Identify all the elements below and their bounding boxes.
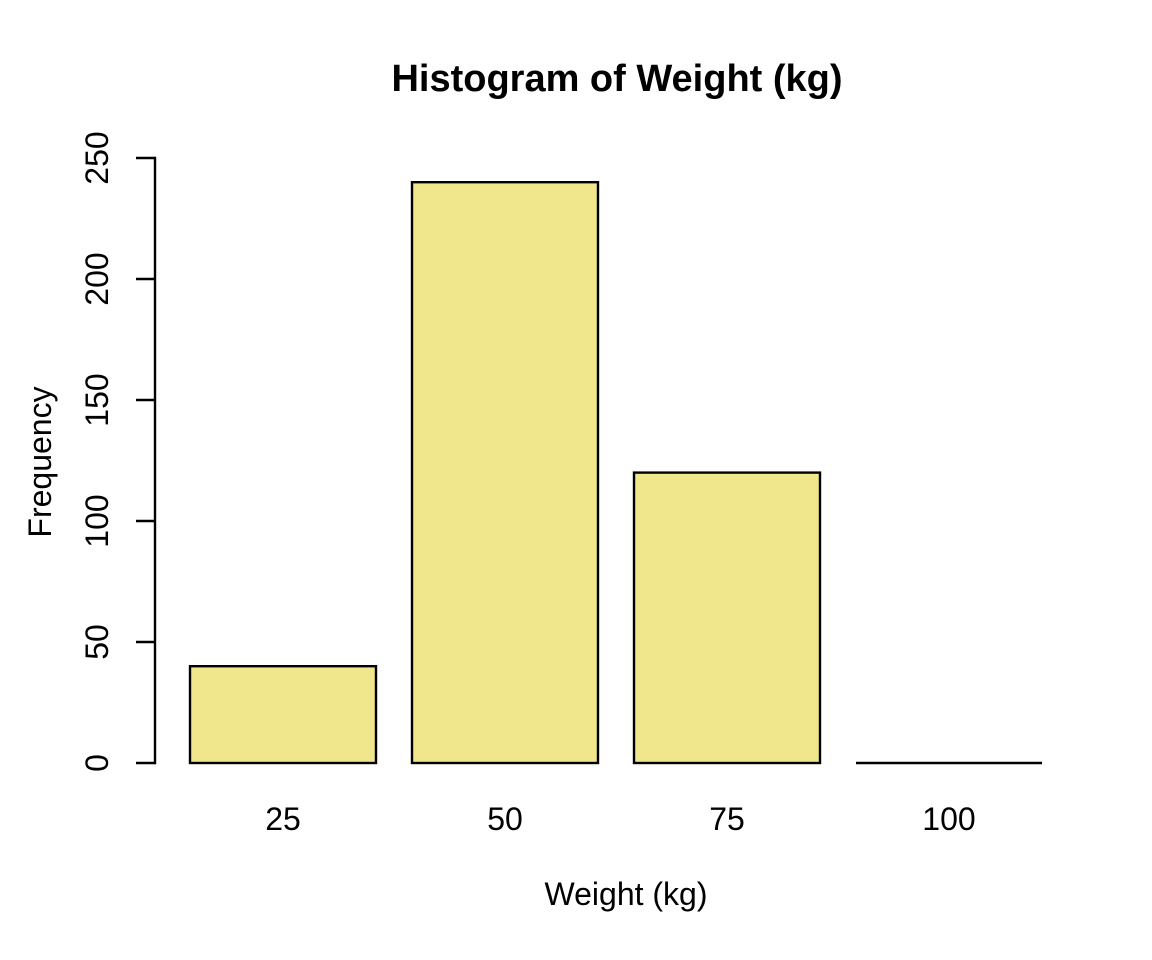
x-tick-label: 100 bbox=[922, 801, 975, 837]
bar bbox=[188, 665, 378, 765]
y-tick-label: 200 bbox=[79, 252, 115, 305]
y-axis: 0 50 100 150 200 250 bbox=[79, 131, 157, 772]
y-axis-label: Frequency bbox=[22, 386, 58, 537]
x-axis-label: Weight (kg) bbox=[544, 876, 707, 912]
y-tick-label: 0 bbox=[79, 754, 115, 772]
x-tick-label: 75 bbox=[709, 801, 745, 837]
x-tick-labels: 25 50 75 100 bbox=[265, 801, 975, 837]
y-tick-label: 50 bbox=[79, 624, 115, 660]
x-tick-label: 50 bbox=[487, 801, 523, 837]
y-tick-label: 150 bbox=[79, 373, 115, 426]
y-tick-label: 250 bbox=[79, 131, 115, 184]
chart-title: Histogram of Weight (kg) bbox=[391, 58, 842, 100]
y-tick-label: 100 bbox=[79, 494, 115, 547]
bars bbox=[188, 180, 1042, 765]
bar bbox=[410, 180, 600, 765]
bar bbox=[632, 471, 822, 765]
x-tick-label: 25 bbox=[265, 801, 301, 837]
